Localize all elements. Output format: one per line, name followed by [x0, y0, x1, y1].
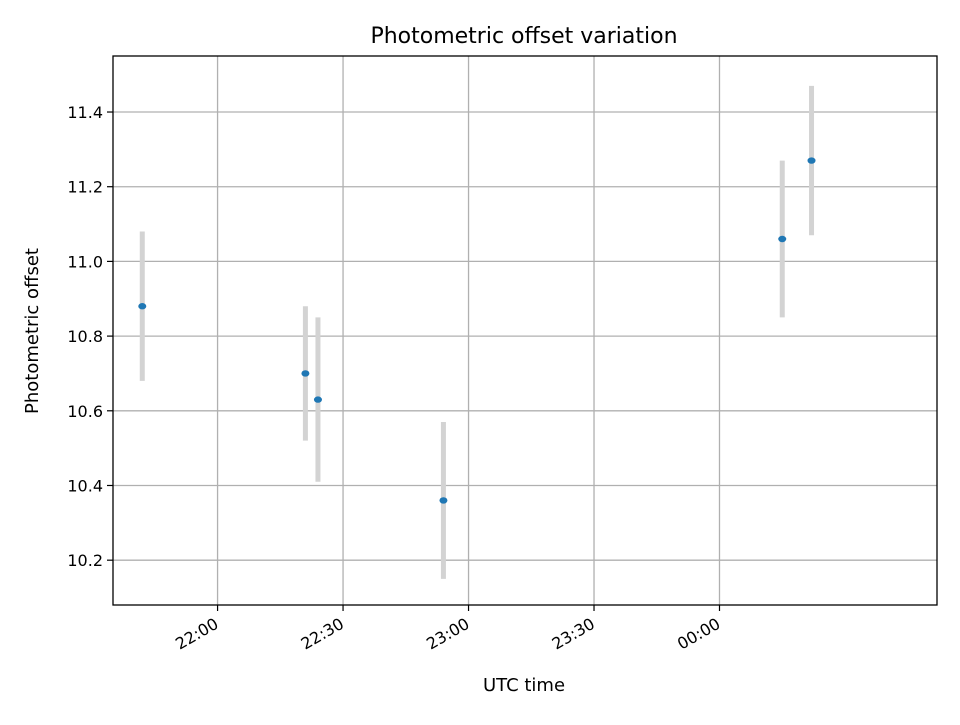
- error-bars: [139, 85, 815, 579]
- x-tick-label: 22:00: [172, 614, 221, 654]
- y-tick-label: 10.6: [67, 402, 103, 421]
- x-tick-label: 00:00: [674, 614, 723, 654]
- data-point: [807, 157, 816, 164]
- data-point: [778, 235, 787, 243]
- data-point: [138, 303, 147, 310]
- x-axis-ticks: 22:00 22:30 23:00 23:30 00:00: [172, 605, 723, 654]
- y-tick-label: 11.0: [67, 252, 103, 271]
- y-tick-label: 10.8: [67, 327, 103, 346]
- x-tick-label: 23:30: [549, 614, 598, 654]
- y-tick-label: 11.2: [67, 178, 103, 197]
- x-tick-label: 23:00: [423, 614, 472, 654]
- data-points: [138, 157, 816, 504]
- data-point: [313, 396, 322, 403]
- y-tick-label: 10.4: [67, 476, 103, 495]
- x-tick-label: 22:30: [298, 614, 347, 654]
- plot-frame: [112, 55, 938, 606]
- data-point: [439, 497, 448, 504]
- grid: [113, 56, 937, 605]
- data-point: [301, 370, 310, 377]
- y-tick-label: 11.4: [67, 103, 103, 122]
- y-tick-label: 10.2: [67, 551, 103, 570]
- x-axis-label: UTC time: [483, 675, 565, 696]
- chart-title: Photometric offset variation: [370, 24, 677, 49]
- y-axis-label: Photometric offset: [22, 248, 43, 414]
- y-axis-ticks: 10.2 10.4 10.6 10.8 11.0 11.2 11.4: [67, 103, 113, 570]
